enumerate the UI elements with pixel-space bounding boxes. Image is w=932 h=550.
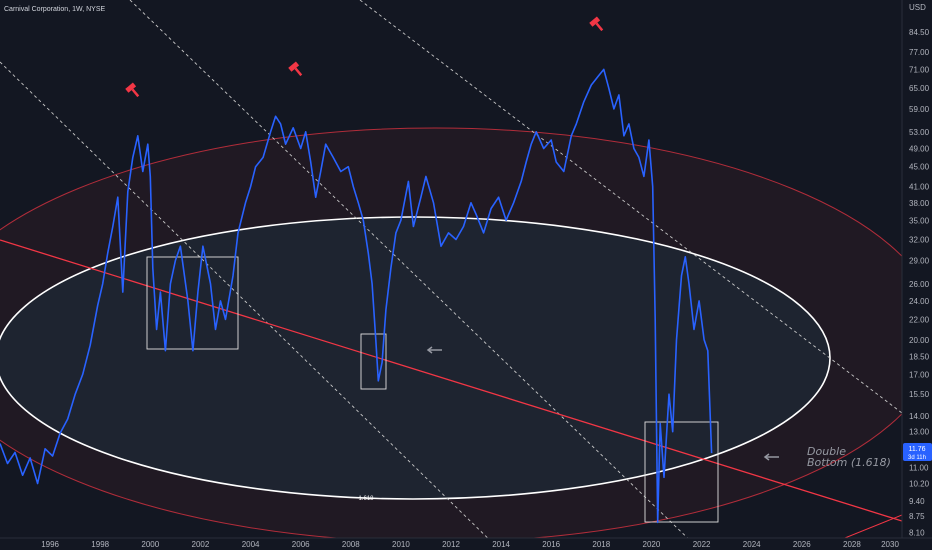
price-tick-label: 49.00 (909, 145, 930, 154)
price-tick-label: 10.20 (909, 480, 930, 489)
time-tick-label: 1998 (91, 540, 109, 549)
red-trend-line[interactable] (0, 239, 902, 522)
price-tick-label: 71.00 (909, 65, 930, 74)
price-tick-label: 26.00 (909, 280, 930, 289)
price-tick-label: 32.00 (909, 236, 930, 245)
time-tick-label: 2014 (492, 540, 510, 549)
dashed-channel-line[interactable] (129, 0, 700, 550)
dashed-channel-line[interactable] (0, 61, 500, 550)
price-tick-label: 59.00 (909, 105, 930, 114)
time-tick-label: 2010 (392, 540, 410, 549)
chart-header: Carnival Corporation, 1W, NYSE (4, 6, 105, 13)
price-tick-label: 77.00 (909, 48, 930, 57)
time-tick-label: 2004 (242, 540, 260, 549)
time-tick-label: 2018 (592, 540, 610, 549)
time-tick-label: 2002 (192, 540, 210, 549)
time-tick-label: 2024 (743, 540, 761, 549)
price-tick-label: 45.00 (909, 163, 930, 172)
time-tick-label: 2006 (292, 540, 310, 549)
price-tick-label: 8.75 (909, 512, 925, 521)
price-tick-label: 18.50 (909, 352, 930, 361)
time-axis[interactable]: 1996 1998 2000 2002 2004 2006 2008 2010 2012 2014… (41, 540, 899, 549)
time-tick-label: 2000 (141, 540, 159, 549)
bar-countdown: 3d 11h (908, 455, 926, 461)
price-tick-label: 9.40 (909, 497, 925, 506)
price-tick-label: 22.00 (909, 315, 930, 324)
price-tick-label: 65.00 (909, 84, 930, 93)
red-trend-line-lower[interactable] (815, 514, 902, 550)
range-box-2009[interactable] (360, 333, 387, 390)
price-tick-label: 24.00 (909, 297, 930, 306)
time-tick-label: 2012 (442, 540, 460, 549)
price-tick-label: 84.50 (909, 28, 930, 37)
price-tick-label: 13.00 (909, 428, 930, 437)
fib-label: 1.618 (358, 496, 374, 502)
price-series-line[interactable] (0, 68, 713, 524)
time-tick-label: 2008 (342, 540, 360, 549)
range-box-2020[interactable] (644, 421, 719, 523)
price-tick-label: 15.50 (909, 390, 930, 399)
left-arrow-icon[interactable] (763, 453, 779, 461)
hammer-icon[interactable] (125, 82, 142, 99)
currency-label: USD (909, 3, 926, 12)
price-tick-label: 53.00 (909, 128, 930, 137)
price-tick-label: 20.00 (909, 336, 930, 345)
double-bottom-label-line1: Double (807, 445, 846, 458)
time-tick-label: 2028 (843, 540, 861, 549)
time-tick-label: 2022 (693, 540, 711, 549)
price-tick-label: 17.00 (909, 370, 930, 379)
hammer-icon[interactable] (288, 61, 305, 78)
price-tick-label: 35.00 (909, 216, 930, 225)
price-tick-label: 38.00 (909, 199, 930, 208)
hammer-icon[interactable] (589, 16, 606, 33)
time-tick-label: 2020 (643, 540, 661, 549)
last-price-value: 11.76 (909, 446, 926, 453)
time-tick-label: 2026 (793, 540, 811, 549)
time-tick-label: 2030 (881, 540, 899, 549)
double-bottom-label-line2: Bottom (1.618) (807, 456, 891, 469)
time-tick-label: 2016 (542, 540, 560, 549)
time-tick-label: 1996 (41, 540, 59, 549)
last-price-badge: 11.76 3d 11h (903, 443, 932, 461)
price-tick-label: 8.10 (909, 529, 925, 538)
price-tick-label: 14.00 (909, 412, 930, 421)
price-tick-label: 29.00 (909, 257, 930, 266)
price-axis[interactable]: USD 84.50 77.00 71.00 65.00 59.00 53.00 49.00 4… (909, 3, 930, 538)
price-tick-label: 41.00 (909, 183, 930, 192)
left-arrow-icon[interactable] (426, 346, 442, 354)
price-tick-label: 11.00 (909, 463, 929, 472)
